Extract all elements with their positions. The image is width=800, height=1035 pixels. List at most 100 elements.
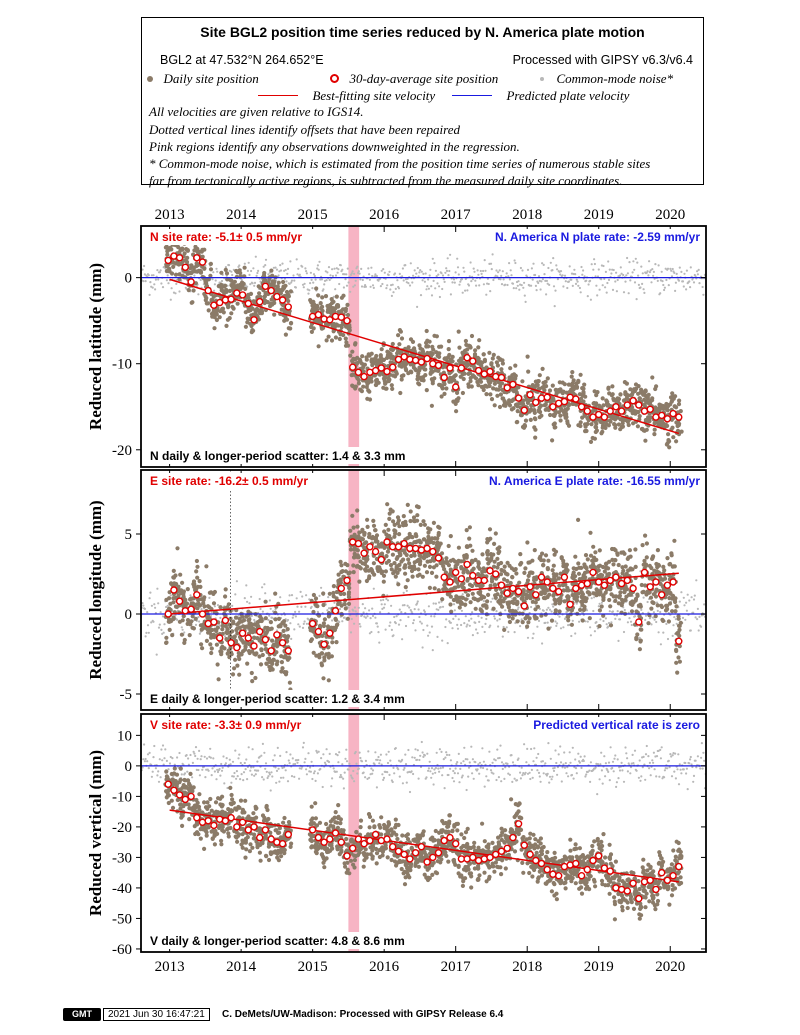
cmn-point bbox=[556, 268, 559, 271]
daily-point bbox=[269, 268, 274, 273]
daily-point bbox=[527, 594, 532, 599]
daily-point bbox=[376, 380, 381, 385]
daily-point bbox=[473, 606, 478, 611]
average-point bbox=[423, 354, 431, 363]
cmn-point bbox=[515, 287, 518, 290]
cmn-point bbox=[460, 623, 463, 627]
average-point bbox=[210, 301, 218, 309]
daily-point bbox=[589, 422, 594, 427]
daily-point bbox=[179, 632, 184, 637]
daily-point bbox=[208, 273, 213, 278]
cmn-point bbox=[650, 281, 653, 284]
cmn-point bbox=[312, 273, 316, 276]
daily-point bbox=[492, 403, 497, 408]
daily-point bbox=[365, 517, 370, 522]
cmn-point bbox=[407, 615, 410, 619]
daily-point bbox=[263, 647, 268, 652]
daily-point bbox=[487, 383, 492, 389]
daily-point bbox=[602, 425, 607, 430]
cmn-point bbox=[452, 617, 455, 621]
daily-point bbox=[508, 366, 513, 371]
daily-point bbox=[393, 574, 398, 579]
cmn-point bbox=[663, 288, 666, 292]
cmn-point bbox=[532, 262, 535, 265]
cmn-point bbox=[689, 266, 692, 269]
cmn-point bbox=[646, 270, 649, 273]
cmn-point bbox=[659, 292, 662, 295]
site-rate-label: N site rate: -5.1± 0.5 mm/yr bbox=[150, 230, 302, 244]
daily-point bbox=[542, 591, 548, 596]
daily-point bbox=[422, 522, 427, 527]
cmn-point bbox=[159, 611, 162, 614]
daily-point bbox=[616, 422, 622, 427]
daily-point bbox=[345, 563, 350, 568]
cmn-point bbox=[611, 288, 615, 291]
daily-point bbox=[548, 412, 553, 418]
average-point bbox=[273, 292, 281, 301]
average-point bbox=[284, 303, 292, 311]
daily-point bbox=[173, 272, 179, 277]
daily-point bbox=[447, 371, 452, 376]
cmn-point bbox=[396, 279, 399, 282]
cmn-point bbox=[283, 269, 286, 272]
cmn-point bbox=[633, 615, 637, 618]
daily-point bbox=[467, 525, 472, 530]
daily-point bbox=[676, 402, 682, 407]
daily-point bbox=[633, 409, 639, 414]
cmn-point bbox=[267, 273, 270, 276]
daily-point bbox=[484, 605, 489, 610]
cmn-point bbox=[694, 616, 697, 619]
daily-point bbox=[371, 523, 377, 528]
daily-point bbox=[565, 406, 570, 411]
cmn-point bbox=[148, 597, 151, 600]
daily-point bbox=[330, 640, 335, 645]
cmn-point bbox=[599, 618, 602, 621]
cmn-point bbox=[379, 285, 382, 288]
average-point bbox=[417, 358, 426, 366]
cmn-point bbox=[484, 622, 487, 626]
cmn-point bbox=[305, 622, 308, 625]
daily-point bbox=[321, 602, 326, 608]
daily-point bbox=[546, 626, 551, 631]
cmn-point bbox=[147, 631, 150, 634]
cmn-point bbox=[430, 615, 433, 618]
x-tick-label: 2014 bbox=[226, 207, 257, 223]
daily-point bbox=[193, 281, 198, 286]
cmn-point bbox=[624, 280, 627, 283]
legend-fit-label: Best-fitting site velocity bbox=[312, 88, 436, 103]
daily-point bbox=[427, 585, 432, 591]
cmn-point bbox=[589, 298, 593, 301]
daily-point bbox=[384, 386, 389, 391]
daily-point bbox=[267, 664, 272, 670]
daily-point bbox=[285, 627, 290, 632]
cmn-point bbox=[654, 263, 657, 266]
cmn-point bbox=[382, 268, 385, 271]
daily-point bbox=[222, 646, 227, 651]
daily-point bbox=[548, 399, 554, 404]
daily-point bbox=[311, 592, 316, 598]
cmn-point bbox=[488, 262, 491, 265]
cmn-point bbox=[535, 289, 538, 292]
daily-point bbox=[272, 284, 277, 289]
cmn-point bbox=[441, 274, 445, 277]
cmn-point bbox=[286, 618, 290, 622]
cmn-point bbox=[243, 597, 246, 600]
daily-point bbox=[399, 336, 405, 341]
daily-point bbox=[227, 288, 233, 293]
daily-point bbox=[218, 605, 223, 610]
label-background bbox=[480, 229, 702, 245]
daily-point bbox=[170, 633, 175, 638]
daily-point bbox=[281, 285, 287, 291]
daily-point bbox=[191, 288, 196, 293]
daily-point bbox=[331, 627, 336, 632]
cmn-point bbox=[347, 281, 350, 284]
cmn-point bbox=[646, 600, 649, 604]
y-axis-label: Reduced latitude (mm) bbox=[86, 263, 105, 430]
daily-point bbox=[471, 596, 476, 601]
cmn-point bbox=[482, 269, 485, 273]
cmn-point bbox=[595, 284, 598, 287]
daily-point bbox=[395, 570, 400, 576]
cmn-point bbox=[555, 264, 558, 267]
daily-point bbox=[169, 271, 175, 276]
daily-point bbox=[193, 244, 198, 249]
